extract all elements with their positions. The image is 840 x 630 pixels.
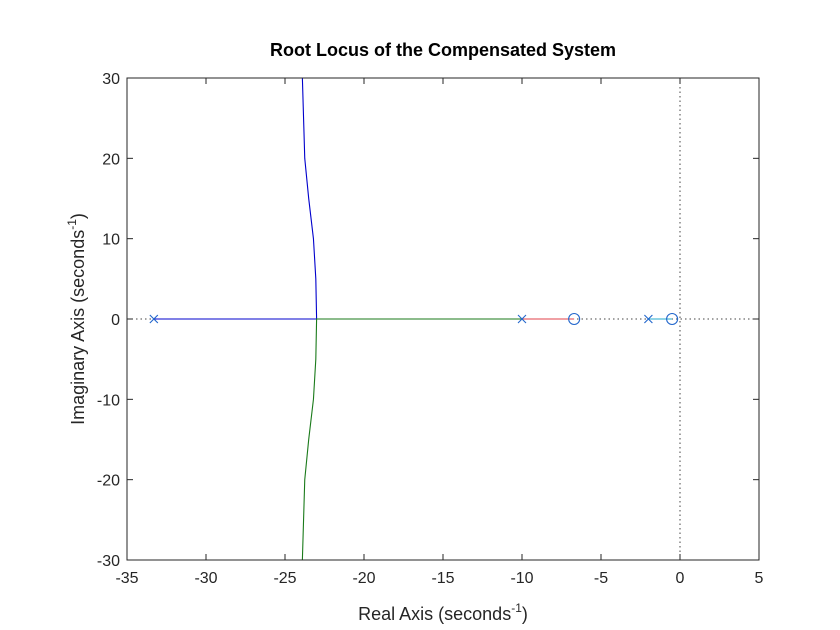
locus-branch-2 [301,318,522,561]
zero-marker-2 [666,312,679,326]
x-tick-label: -5 [594,570,608,587]
x-tick-label: -15 [431,570,454,587]
x-tick-label: 0 [676,570,685,587]
x-tick-label: -30 [194,570,217,587]
x-axis-label: Real Axis (seconds-1) [358,601,528,624]
axis-ticks [126,77,760,561]
y-axis-label-sup: -1 [65,219,79,230]
locus-branches [153,77,673,561]
pole-marker-1 [149,314,159,324]
x-axis-label-close: ) [522,604,528,624]
pole-marker-2 [517,314,527,324]
y-tick-label: -30 [97,553,120,570]
x-tick-label: -20 [352,570,375,587]
x-tick-label: -25 [273,570,296,587]
y-axis-label-base: Imaginary Axis (seconds [68,230,88,425]
x-tick-label: -35 [115,570,138,587]
pole-stroke-b [149,314,159,324]
x-axis-label-base: Real Axis (seconds [358,604,511,624]
y-axis-label-close: ) [68,213,88,219]
locus-branch-1 [153,77,318,320]
zero-marker-1 [568,312,581,326]
y-tick-label: 30 [102,71,120,88]
pole-stroke-b [517,314,527,324]
pole-zero-markers [149,312,679,326]
y-tick-label: 20 [102,151,120,168]
x-tick-label: 5 [755,570,764,587]
pole-stroke-b [644,314,653,324]
pole-marker-3 [644,314,653,324]
chart-title: Root Locus of the Compensated System [270,40,616,60]
y-tick-label: -10 [97,392,120,409]
y-tick-label: 0 [111,312,120,329]
y-tick-label: -20 [97,473,120,490]
x-axis-label-sup: -1 [511,601,522,615]
y-tick-label: 10 [102,232,120,249]
x-tick-label: -10 [510,570,533,587]
y-axis-label: Imaginary Axis (seconds-1) [65,213,88,425]
